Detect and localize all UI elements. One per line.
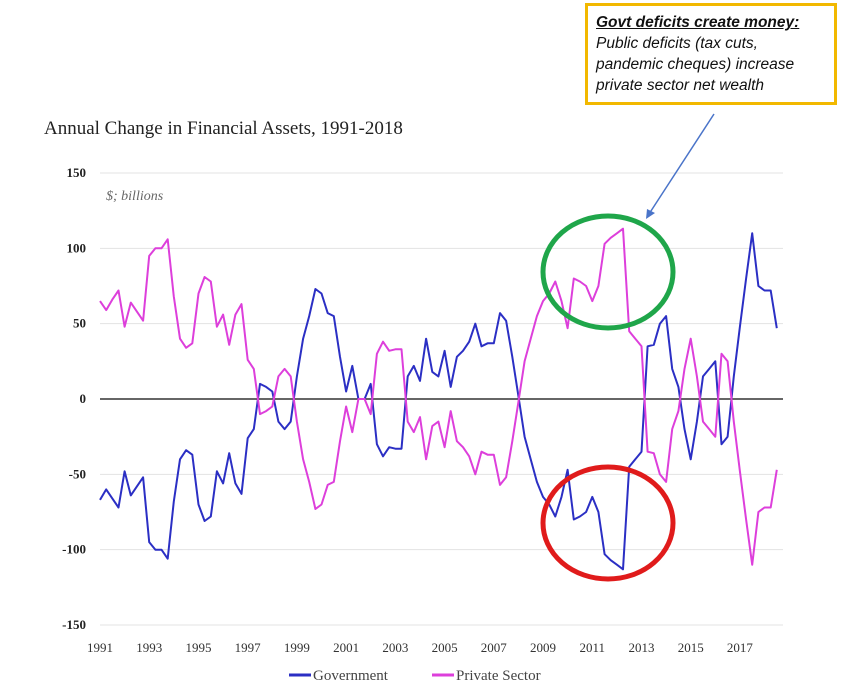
callout-box: Govt deficits create money: Public defic… (585, 3, 837, 105)
x-tick-label: 2003 (382, 640, 408, 655)
y-tick-label: 0 (80, 391, 87, 406)
legend: Government Private Sector (289, 668, 541, 684)
callout-line-2: pandemic cheques) increase (596, 56, 795, 73)
y-tick-label: -150 (62, 617, 86, 632)
legend-private-label: Private Sector (456, 668, 541, 684)
series-line-private-sector (99, 227, 778, 566)
series-line-government (99, 232, 778, 571)
x-tick-label: 1991 (87, 640, 113, 655)
series-lines (99, 227, 778, 571)
x-tick-label: 1999 (284, 640, 310, 655)
x-tick-label: 2017 (727, 640, 754, 655)
y-axis-ticks: 150 100 50 0 -50 -100 -150 (62, 165, 86, 632)
callout-arrowhead (646, 209, 655, 219)
x-axis-ticks: 1991 1993 1995 1997 1999 2001 2003 2005 2007 2009… (87, 640, 753, 655)
callout-arrow (648, 113, 715, 215)
y-tick-label: 150 (67, 165, 87, 180)
callout-line-3: private sector net wealth (596, 77, 765, 94)
y-tick-label: 100 (67, 240, 87, 255)
x-tick-label: 2015 (678, 640, 704, 655)
x-tick-label: 1995 (185, 640, 211, 655)
x-tick-label: 1997 (235, 640, 262, 655)
x-tick-label: 2005 (432, 640, 458, 655)
x-tick-label: 1993 (136, 640, 162, 655)
unit-label: $; billions (106, 189, 164, 204)
x-tick-label: 2011 (579, 640, 605, 655)
red-highlight-circle (540, 464, 676, 582)
legend-government-label: Government (313, 668, 389, 684)
x-tick-label: 2009 (530, 640, 556, 655)
x-tick-label: 2013 (628, 640, 654, 655)
callout-title: Govt deficits create money: (596, 14, 800, 31)
y-tick-label: -50 (69, 466, 86, 481)
x-tick-label: 2001 (333, 640, 359, 655)
y-tick-label: -100 (62, 542, 86, 557)
x-tick-label: 2007 (481, 640, 508, 655)
callout-line-1: Public deficits (tax cuts, (596, 35, 758, 52)
y-tick-label: 50 (73, 316, 86, 331)
green-highlight-circle (540, 213, 676, 331)
chart-title: Annual Change in Financial Assets, 1991-… (44, 118, 403, 139)
